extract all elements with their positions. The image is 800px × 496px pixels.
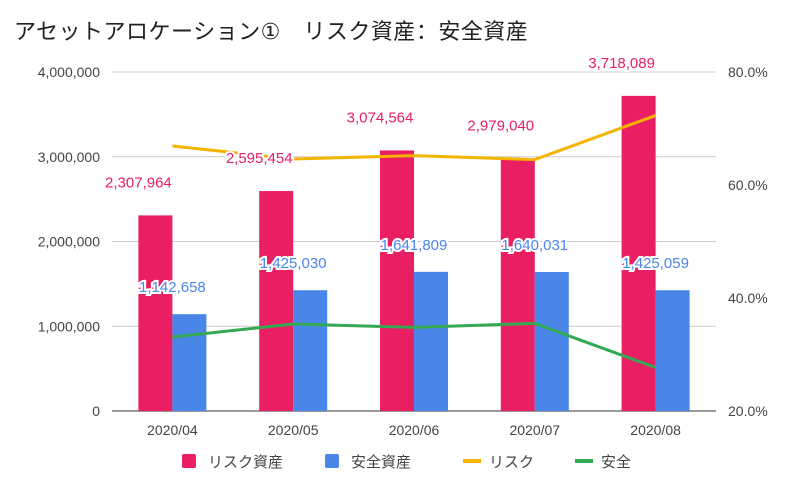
data-label: 1,142,658 (139, 279, 206, 296)
legend-item[interactable]: 安全資産 (325, 453, 411, 471)
bar-safe (655, 290, 690, 411)
line-safe (172, 321, 657, 369)
legend[interactable]: リスク資産 安全資産 リスク 安全 (182, 453, 631, 471)
legend-label: リスク資産 (208, 453, 283, 471)
data-label: 2,307,964 (105, 174, 172, 191)
bar-risk (500, 158, 535, 411)
chart-title: アセットアロケーション① リスク資産：安全資産 (14, 20, 529, 45)
legend-swatch (575, 459, 593, 463)
legend-label: リスク (489, 453, 534, 471)
data-label: 3,074,564 (347, 109, 414, 126)
legend-item[interactable]: 安全 (575, 453, 631, 471)
x-tick-label: 2020/07 (509, 422, 560, 438)
right-axis: 20.0% 40.0% 60.0% 80.0% (728, 64, 768, 419)
data-label: 1,425,030 (260, 255, 327, 272)
line-risk (172, 114, 657, 162)
legend-label: 安全資産 (351, 453, 411, 471)
right-tick-label: 80.0% (728, 64, 768, 80)
bar-safe (534, 272, 569, 411)
left-tick-label: 4,000,000 (38, 64, 100, 80)
legend-swatch (325, 454, 339, 468)
left-tick-label: 2,000,000 (38, 234, 100, 250)
right-tick-label: 20.0% (728, 403, 768, 419)
legend-item[interactable]: リスク資産 (182, 453, 283, 471)
data-label: 1,641,809 (381, 237, 448, 254)
left-tick-label: 0 (92, 403, 100, 419)
legend-swatch (463, 459, 481, 463)
data-label: 2,595,454 (226, 150, 293, 167)
legend-item[interactable]: リスク (463, 453, 534, 471)
data-label: 2,979,040 (467, 118, 534, 135)
bar-risk (621, 95, 656, 411)
x-tick-label: 2020/05 (268, 422, 319, 438)
lines (172, 114, 657, 369)
x-axis: 2020/04 2020/05 2020/06 2020/07 2020/08 (147, 422, 681, 438)
x-tick-label: 2020/06 (389, 422, 440, 438)
data-label: 1,425,059 (622, 255, 689, 272)
legend-label: 安全 (601, 453, 631, 471)
bars (138, 95, 690, 411)
left-tick-label: 1,000,000 (38, 318, 100, 334)
bar-safe (172, 314, 207, 411)
left-axis: 0 1,000,000 2,000,000 3,000,000 4,000,000 (38, 64, 101, 419)
bar-safe (414, 271, 448, 411)
bar-safe (293, 290, 328, 411)
right-tick-label: 40.0% (728, 290, 768, 306)
x-tick-label: 2020/04 (147, 422, 198, 438)
bar-risk (138, 215, 173, 411)
x-tick-label: 2020/08 (630, 422, 681, 438)
bar-risk (259, 191, 294, 411)
legend-swatch (182, 454, 196, 468)
data-labels: 2,307,964 1,142,658 2,595,454 1,425,030 3,07… (103, 53, 691, 298)
bar-risk (380, 150, 414, 411)
data-label: 1,640,031 (501, 237, 568, 254)
data-label: 3,718,089 (588, 55, 655, 72)
right-tick-label: 60.0% (728, 177, 768, 193)
left-tick-label: 3,000,000 (38, 149, 100, 165)
